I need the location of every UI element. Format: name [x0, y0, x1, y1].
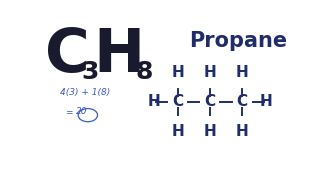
Text: H: H	[236, 65, 249, 80]
Text: C: C	[45, 26, 90, 85]
Text: 8: 8	[135, 60, 153, 84]
Text: =: =	[66, 107, 76, 116]
Text: H: H	[204, 65, 216, 80]
Text: H: H	[171, 65, 184, 80]
Text: C: C	[236, 94, 248, 109]
Text: H: H	[204, 124, 216, 139]
Text: H: H	[236, 124, 249, 139]
Text: H: H	[171, 124, 184, 139]
Text: 20: 20	[76, 107, 87, 116]
Text: Propane: Propane	[189, 31, 287, 51]
Text: C: C	[204, 94, 215, 109]
Text: H: H	[259, 94, 272, 109]
Text: C: C	[172, 94, 183, 109]
Text: 4(3) + 1(8): 4(3) + 1(8)	[60, 88, 110, 97]
Text: H: H	[93, 26, 144, 85]
Text: H: H	[148, 94, 160, 109]
Text: 3: 3	[81, 60, 98, 84]
